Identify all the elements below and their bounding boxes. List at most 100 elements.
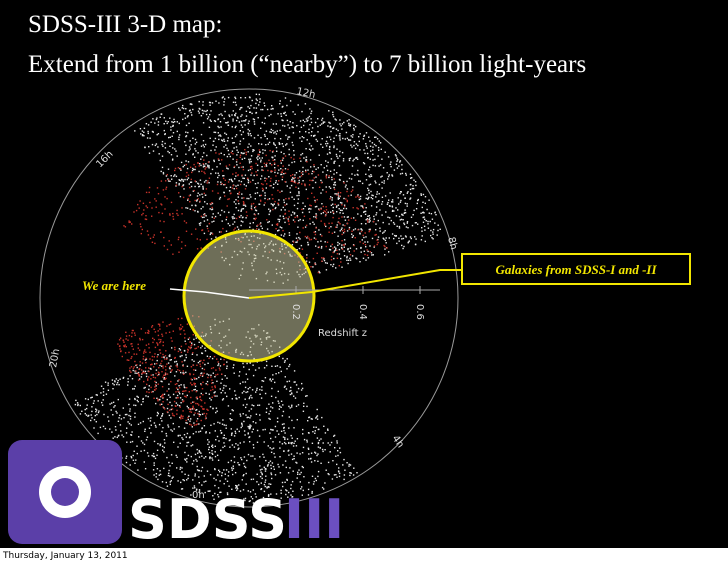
galaxy-dot xyxy=(195,228,197,230)
galaxy-dot xyxy=(415,238,417,240)
galaxy-dot xyxy=(160,231,162,233)
galaxy-dot xyxy=(237,200,239,202)
galaxy-dot xyxy=(226,395,228,398)
galaxy-dot xyxy=(205,113,208,116)
galaxy-dot xyxy=(224,179,226,181)
galaxy-dot xyxy=(346,216,349,218)
galaxy-dot xyxy=(310,418,312,420)
galaxy-dot xyxy=(207,362,209,364)
galaxy-dot xyxy=(177,390,179,393)
galaxy-dot xyxy=(318,209,321,211)
galaxy-dot xyxy=(424,229,426,231)
galaxy-dot xyxy=(284,460,287,462)
galaxy-dot xyxy=(194,166,197,168)
galaxy-dot xyxy=(249,111,251,113)
galaxy-dot xyxy=(150,364,152,366)
galaxy-dot xyxy=(121,355,123,358)
galaxy-dot xyxy=(196,488,198,490)
galaxy-dot xyxy=(359,133,361,135)
galaxy-dot xyxy=(207,439,209,441)
galaxy-dot xyxy=(260,161,262,163)
galaxy-dot xyxy=(364,213,367,215)
galaxy-dot xyxy=(258,483,260,486)
galaxy-dot xyxy=(102,394,105,396)
galaxy-dot xyxy=(201,455,203,457)
galaxy-dot xyxy=(241,458,243,461)
galaxy-dot xyxy=(133,353,135,355)
galaxy-dot xyxy=(168,367,171,369)
galaxy-dot xyxy=(308,142,311,145)
galaxy-dot xyxy=(180,327,183,330)
galaxy-dot xyxy=(332,113,334,116)
galaxy-dot xyxy=(174,346,176,349)
galaxy-dot xyxy=(91,406,93,408)
galaxy-dot xyxy=(248,197,250,200)
galaxy-dot xyxy=(335,134,338,137)
galaxy-dot xyxy=(245,153,247,156)
galaxy-dot xyxy=(397,209,399,211)
galaxy-dot xyxy=(377,236,380,238)
galaxy-dot xyxy=(193,422,195,424)
galaxy-dot xyxy=(324,241,326,243)
galaxy-dot xyxy=(161,371,163,373)
galaxy-dot xyxy=(271,151,274,153)
galaxy-dot xyxy=(189,166,192,168)
galaxy-dot xyxy=(348,465,350,467)
galaxy-dot xyxy=(158,211,160,214)
galaxy-dot xyxy=(399,173,402,175)
galaxy-dot xyxy=(260,159,262,161)
galaxy-dot xyxy=(352,160,354,162)
galaxy-dot xyxy=(156,411,159,414)
galaxy-dot xyxy=(228,211,230,214)
galaxy-dot xyxy=(163,451,165,453)
galaxy-dot xyxy=(292,211,294,213)
galaxy-dot xyxy=(320,164,322,166)
galaxy-dot xyxy=(218,198,221,200)
galaxy-dot xyxy=(341,202,343,204)
galaxy-dot xyxy=(172,124,174,127)
galaxy-dot xyxy=(351,230,353,232)
galaxy-dot xyxy=(231,187,234,189)
galaxy-dot xyxy=(304,121,306,123)
galaxy-dot xyxy=(413,179,415,181)
galaxy-dot xyxy=(176,155,178,157)
galaxy-dot xyxy=(307,488,310,491)
galaxy-dot xyxy=(254,198,256,200)
galaxy-dot xyxy=(87,415,89,417)
galaxy-dot xyxy=(221,500,223,502)
galaxy-dot xyxy=(256,501,258,503)
galaxy-dot xyxy=(320,438,322,440)
galaxy-dot xyxy=(406,192,408,194)
galaxy-dot xyxy=(280,173,282,176)
galaxy-dot xyxy=(179,355,181,358)
galaxy-dot xyxy=(291,437,293,439)
galaxy-dot xyxy=(242,413,244,415)
galaxy-dot xyxy=(346,137,349,139)
galaxy-dot xyxy=(330,259,333,261)
galaxy-dot xyxy=(232,142,234,144)
galaxy-dot xyxy=(364,152,366,155)
galaxy-dot xyxy=(228,190,231,192)
galaxy-dot xyxy=(229,186,232,188)
galaxy-dot xyxy=(154,122,156,124)
galaxy-dot xyxy=(325,160,327,162)
galaxy-dot xyxy=(269,149,271,152)
galaxy-dot xyxy=(367,187,369,190)
galaxy-dot xyxy=(333,127,335,129)
galaxy-dot xyxy=(318,270,320,273)
galaxy-dot xyxy=(193,408,195,410)
galaxy-dot xyxy=(402,214,404,216)
galaxy-dot xyxy=(292,132,295,134)
galaxy-dot xyxy=(193,424,196,426)
galaxy-dot xyxy=(187,407,190,409)
galaxy-dot xyxy=(163,467,165,470)
galaxy-dot xyxy=(347,248,349,251)
galaxy-dot xyxy=(132,459,135,461)
galaxy-dot xyxy=(339,135,341,137)
galaxy-dot xyxy=(297,104,299,106)
galaxy-dot xyxy=(204,168,206,170)
galaxy-dot xyxy=(185,153,187,155)
galaxy-dot xyxy=(76,402,79,404)
galaxy-dot xyxy=(401,244,403,247)
galaxy-dot xyxy=(365,143,367,145)
